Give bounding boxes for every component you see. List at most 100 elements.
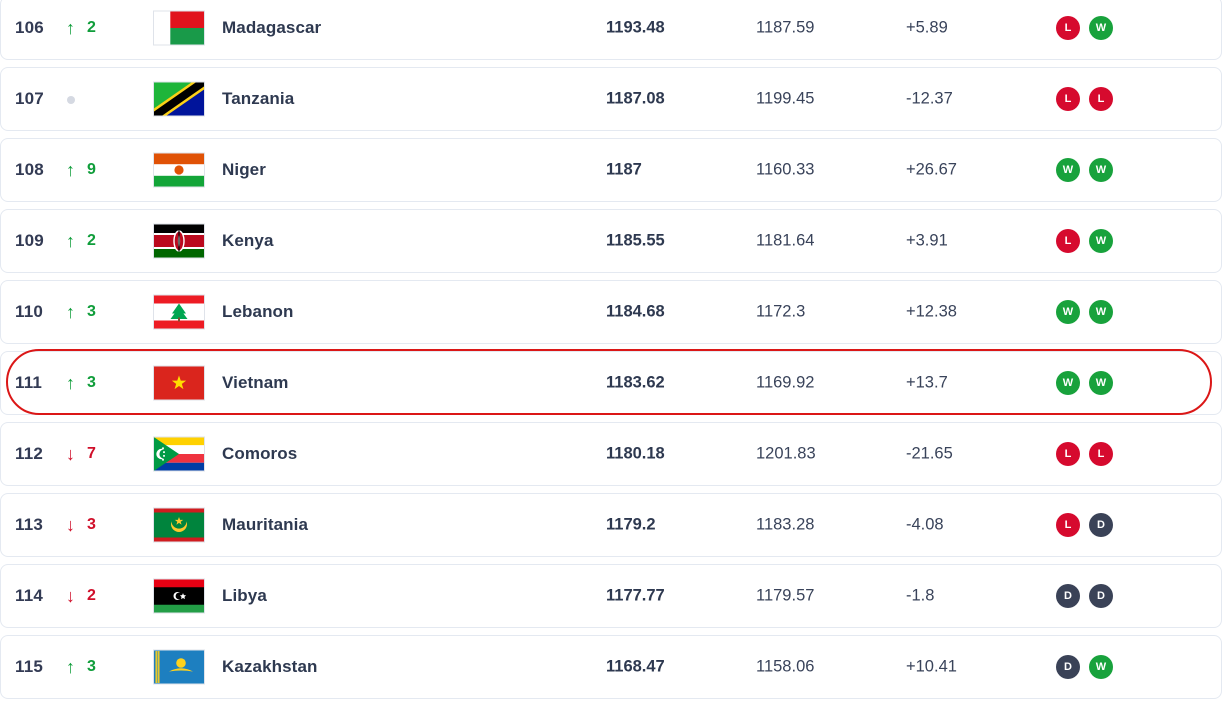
rank-label: 111 — [15, 373, 43, 392]
flag-icon-libya — [153, 578, 205, 614]
points-value: 1177.77 — [606, 586, 665, 605]
table-row[interactable]: 111 ↑ 3 Vietnam 1183.62 1169.92 +13.7 W … — [0, 349, 1222, 415]
points-change-value: +26.67 — [906, 160, 957, 179]
movement-arrow-icon: ↑ — [66, 657, 75, 677]
points-value: 1180.18 — [606, 444, 665, 463]
previous-points-value: 1160.33 — [756, 160, 815, 179]
country-name[interactable]: Libya — [222, 586, 267, 605]
points-change-value: +13.7 — [906, 373, 948, 392]
table-row[interactable]: 109 ↑ 2 Kenya 1185.55 1181.64 +3.91 L W — [0, 209, 1222, 273]
result-badge-1: L — [1056, 87, 1080, 111]
flag-icon-lebanon — [153, 294, 205, 330]
movement-value: 3 — [87, 374, 96, 391]
country-name[interactable]: Kenya — [222, 231, 274, 250]
movement-arrow-icon: ↑ — [66, 302, 75, 322]
result-badge-1: L — [1056, 442, 1080, 466]
movement-value: 2 — [87, 232, 96, 249]
result-badge-2: W — [1089, 158, 1113, 182]
movement-arrow-icon: ↓ — [66, 515, 75, 535]
result-badge-1: D — [1056, 584, 1080, 608]
result-badge-2: W — [1089, 371, 1113, 395]
result-badge-1: D — [1056, 655, 1080, 679]
points-value: 1193.48 — [606, 18, 665, 37]
result-badge-1: W — [1056, 300, 1080, 324]
previous-points-value: 1172.3 — [756, 302, 806, 321]
rank-label: 107 — [15, 89, 44, 108]
movement-arrow-icon: ↑ — [66, 231, 75, 251]
table-row[interactable]: 114 ↓ 2 Libya 1177.77 1179.57 -1.8 D D — [0, 564, 1222, 628]
country-name[interactable]: Lebanon — [222, 302, 294, 321]
flag-icon-madagascar — [153, 10, 205, 46]
flag-icon-kenya — [153, 223, 205, 259]
movement-value: 3 — [87, 658, 96, 675]
table-row[interactable]: 113 ↓ 3 Mauritania 1179.2 1183.28 -4.08 … — [0, 493, 1222, 557]
movement-cell: ↑ 3 — [61, 658, 96, 676]
table-row[interactable]: 108 ↑ 9 Niger 1187 1160.33 +26.67 W W — [0, 138, 1222, 202]
points-value: 1179.2 — [606, 515, 656, 534]
country-name[interactable]: Tanzania — [222, 89, 295, 108]
points-value: 1183.62 — [606, 373, 665, 392]
last-results-cell: L L — [1056, 87, 1113, 111]
flag-icon-kazakhstan — [153, 649, 205, 685]
rank-label: 112 — [15, 444, 44, 463]
points-change-value: +12.38 — [906, 302, 957, 321]
result-badge-1: W — [1056, 158, 1080, 182]
country-name[interactable]: Madagascar — [222, 18, 322, 37]
rank-label: 113 — [15, 515, 44, 534]
result-badge-2: L — [1089, 87, 1113, 111]
flag-icon-vietnam — [153, 365, 205, 401]
points-value: 1168.47 — [606, 657, 665, 676]
result-badge-2: W — [1089, 300, 1113, 324]
points-change-value: +5.89 — [906, 18, 948, 37]
result-badge-2: L — [1089, 442, 1113, 466]
country-name[interactable]: Kazakhstan — [222, 657, 318, 676]
rank-label: 106 — [15, 18, 44, 37]
last-results-cell: L W — [1056, 229, 1113, 253]
points-change-value: +3.91 — [906, 231, 948, 250]
rank-label: 115 — [15, 657, 44, 676]
movement-cell: ↓ 3 — [61, 516, 96, 534]
rank-label: 109 — [15, 231, 44, 250]
movement-arrow-icon: ↓ — [66, 444, 75, 464]
points-change-value: -1.8 — [906, 586, 935, 605]
previous-points-value: 1201.83 — [756, 444, 816, 463]
movement-arrow-icon: ↑ — [66, 373, 75, 393]
movement-cell: ↓ 2 — [61, 587, 96, 605]
points-change-value: -4.08 — [906, 515, 944, 534]
movement-arrow-icon — [61, 90, 80, 108]
points-value: 1187.08 — [606, 89, 665, 108]
last-results-cell: L W — [1056, 16, 1113, 40]
country-name[interactable]: Vietnam — [222, 373, 289, 392]
country-name[interactable]: Comoros — [222, 444, 298, 463]
rank-label: 114 — [15, 586, 44, 605]
previous-points-value: 1169.92 — [756, 373, 815, 392]
previous-points-value: 1183.28 — [756, 515, 815, 534]
result-badge-1: L — [1056, 513, 1080, 537]
movement-value: 7 — [87, 445, 96, 462]
movement-value: 2 — [87, 19, 96, 36]
movement-cell: ↑ 3 — [61, 374, 96, 392]
country-name[interactable]: Mauritania — [222, 515, 309, 534]
rank-label: 110 — [15, 302, 44, 321]
last-results-cell: W W — [1056, 300, 1113, 324]
points-value: 1184.68 — [606, 302, 665, 321]
flag-icon-mauritania — [153, 507, 205, 543]
result-badge-2: W — [1089, 229, 1113, 253]
table-row[interactable]: 110 ↑ 3 Lebanon 1184.68 1172.3 +12.38 W … — [0, 280, 1222, 344]
last-results-cell: D D — [1056, 584, 1113, 608]
points-value: 1187 — [606, 160, 642, 179]
movement-cell: ↑ 9 — [61, 161, 96, 179]
country-name[interactable]: Niger — [222, 160, 266, 179]
table-row[interactable]: 106 ↑ 2 Madagascar 1193.48 1187.59 +5.89… — [0, 0, 1222, 60]
table-row[interactable]: 115 ↑ 3 Kazakhstan 1168.47 1158.06 +10.4… — [0, 635, 1222, 699]
result-badge-2: D — [1089, 584, 1113, 608]
table-row[interactable]: 112 ↓ 7 Comoros 1180.18 1201.83 -21.65 L… — [0, 422, 1222, 486]
movement-arrow-icon: ↓ — [66, 586, 75, 606]
previous-points-value: 1179.57 — [756, 586, 815, 605]
result-badge-1: L — [1056, 229, 1080, 253]
movement-cell — [61, 90, 87, 108]
table-row[interactable]: 107 Tanzania 1187.08 1199.45 -12.37 L L — [0, 67, 1222, 131]
movement-cell: ↑ 2 — [61, 19, 96, 37]
